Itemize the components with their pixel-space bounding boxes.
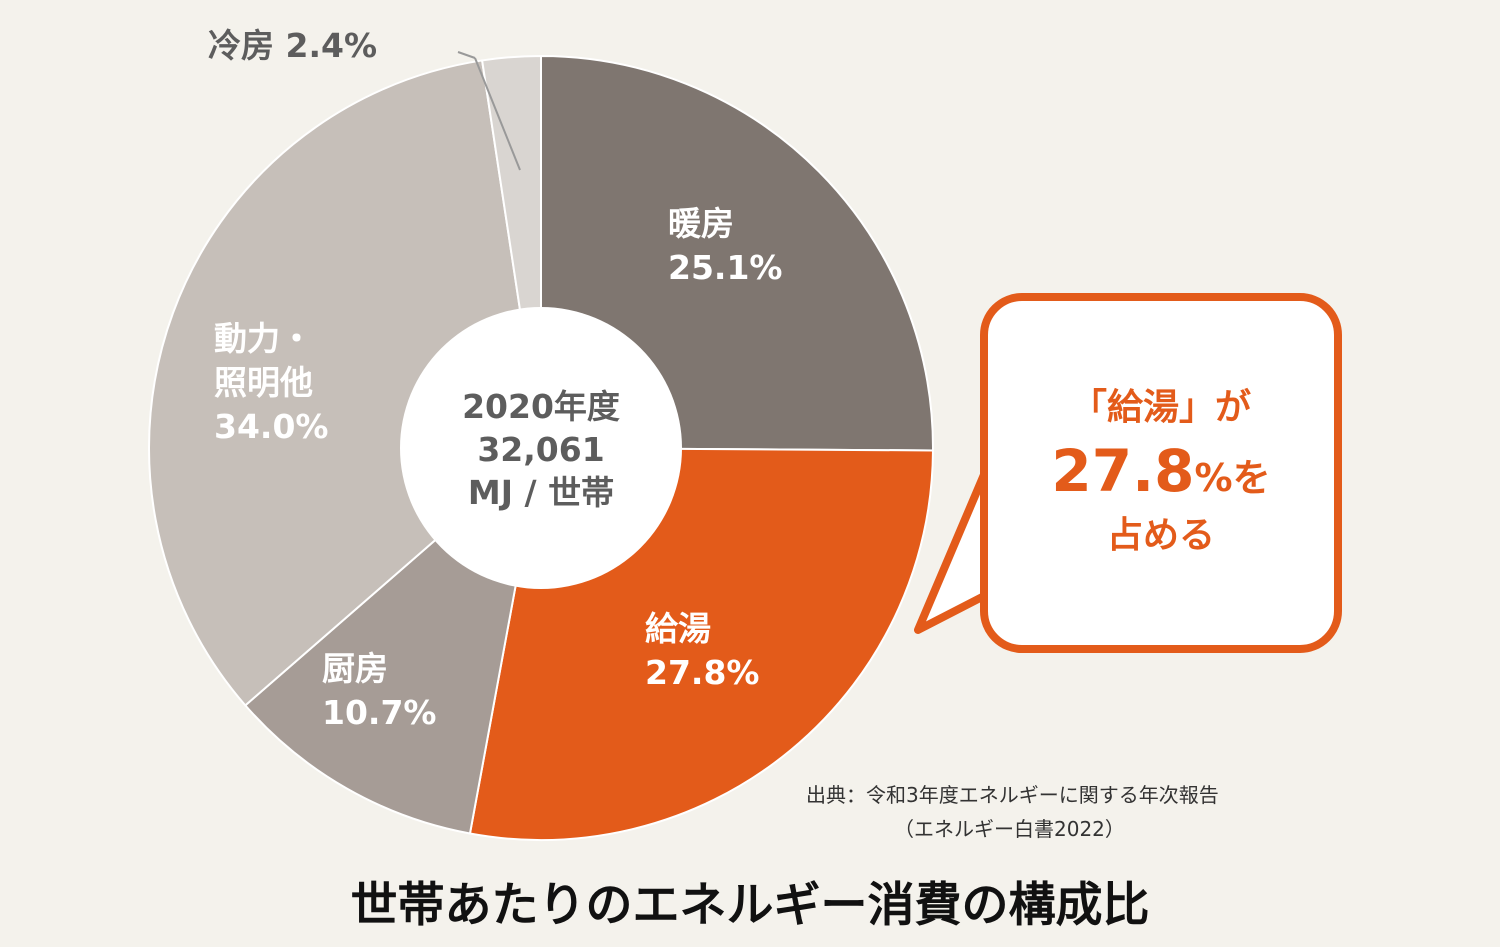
callout-unit: %を: [1194, 455, 1271, 500]
leader-line-reizou: [474, 57, 521, 171]
callout-line2: 27.8%を: [1051, 435, 1270, 508]
source-line2: （エネルギー白書2022）: [894, 817, 1125, 841]
label-douryoku-0: 動力・: [214, 319, 313, 358]
label-danbou-1: 25.1%: [668, 248, 783, 287]
source-note: 出典：令和3年度エネルギーに関する年次報告 （エネルギー白書2022）: [806, 778, 1346, 846]
source-line1: 出典：令和3年度エネルギーに関する年次報告: [806, 783, 1219, 807]
center-hole: [400, 307, 682, 589]
label-douryoku-2: 34.0%: [214, 407, 329, 446]
callout-number: 27.8: [1051, 436, 1195, 505]
label-kyuutou-1: 27.8%: [645, 653, 760, 692]
label-chuubou-0: 厨房: [322, 649, 388, 688]
callout-line3: 占める: [1106, 515, 1215, 557]
callout-line1: 「給湯」が: [1070, 386, 1251, 428]
leader-line-reizou-end: [457, 51, 476, 59]
label-reibou-0: 冷房 2.4%: [208, 26, 377, 65]
label-chuubou-1: 10.7%: [322, 693, 437, 732]
center-unit: MJ / 世帯: [468, 473, 614, 512]
label-danbou-0: 暖房: [668, 204, 734, 243]
callout-box: 「給湯」が 27.8%を 占める: [980, 293, 1342, 653]
slice-douryoku: [148, 59, 543, 707]
center-year: 2020年度: [462, 387, 620, 426]
label-kyuutou-0: 給湯: [645, 609, 711, 648]
chart-title: 世帯あたりのエネルギー消費の構成比: [350, 878, 1150, 933]
center-value: 32,061: [477, 430, 604, 469]
label-douryoku-1: 照明他: [214, 363, 313, 402]
